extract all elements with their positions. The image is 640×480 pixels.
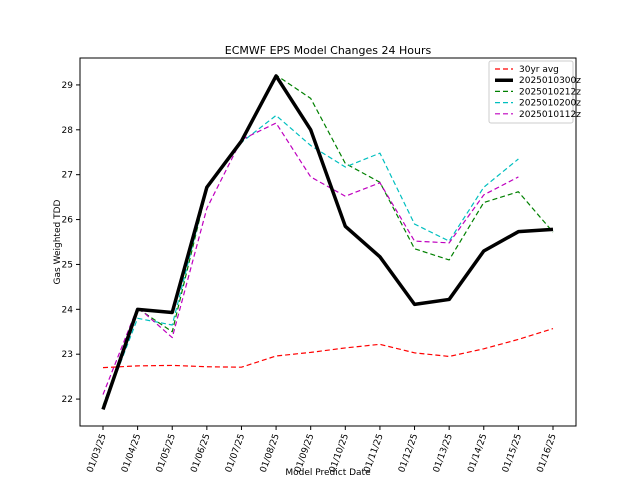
series-line-2025010300z: [101, 74, 554, 410]
y-tick-label: 29: [62, 81, 74, 91]
x-tick-label: 01/05/25: [155, 433, 178, 474]
x-tick-label: 01/13/25: [432, 433, 455, 474]
chart-title: ECMWF EPS Model Changes 24 Hours: [225, 44, 432, 57]
legend-label: 2025010300z: [519, 76, 581, 86]
x-tick-label: 01/12/25: [397, 433, 420, 474]
series-line-2025010212z: [102, 74, 554, 407]
legend-label: 30yr avg: [519, 65, 559, 75]
plot-area: [79, 57, 577, 427]
legend-label: 2025010212z: [519, 87, 581, 97]
y-tick-label: 24: [62, 305, 74, 315]
y-tick-label: 25: [62, 260, 73, 270]
series-line-2025010200z: [102, 114, 519, 409]
y-tick-label: 22: [62, 395, 73, 405]
series-line-2025010112z: [102, 122, 519, 395]
y-tick-label: 23: [62, 350, 73, 360]
y-tick-label: 26: [62, 216, 74, 226]
x-tick-label: 01/14/25: [466, 433, 489, 474]
x-tick-label: 01/16/25: [536, 433, 559, 474]
series-line-30yr avg: [102, 328, 554, 369]
y-tick-label: 27: [62, 171, 73, 181]
x-tick-label: 01/06/25: [189, 433, 212, 474]
legend-label: 2025010200z: [519, 99, 581, 109]
x-tick-label: 01/04/25: [120, 433, 143, 474]
x-axis-label: Model Predict Date: [285, 468, 371, 478]
legend-label: 2025010112z: [519, 110, 581, 120]
legend-box: [488, 60, 574, 124]
x-tick-label: 01/07/25: [224, 433, 247, 474]
y-axis-label: Gas Weighted TDD: [53, 200, 63, 285]
x-tick-label: 01/08/25: [259, 433, 282, 474]
x-tick-label: 01/03/25: [86, 433, 109, 474]
x-tick-label: 01/15/25: [501, 433, 524, 474]
y-tick-label: 28: [62, 126, 74, 136]
